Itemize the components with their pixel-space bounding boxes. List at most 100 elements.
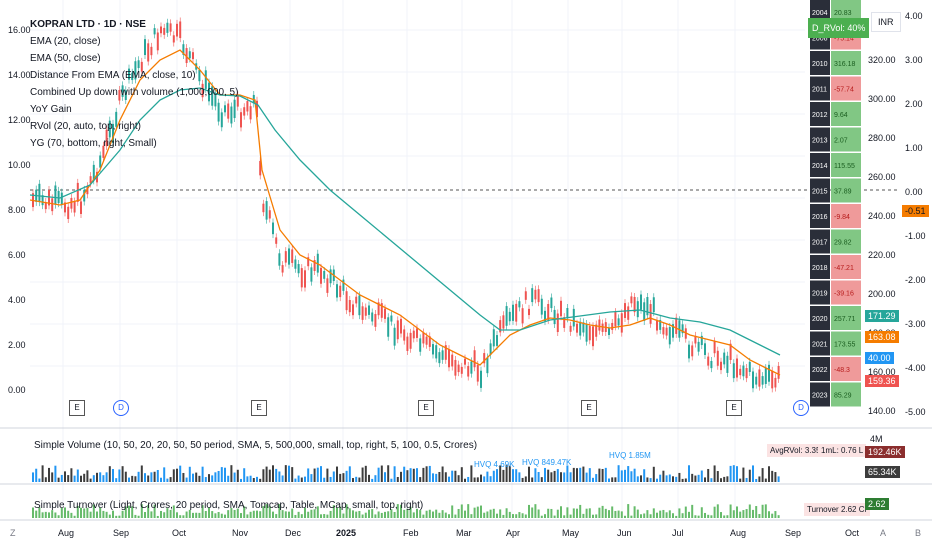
dividend-marker[interactable]: D bbox=[113, 400, 129, 416]
zoom-control[interactable]: Z bbox=[10, 528, 16, 538]
volume-bar bbox=[476, 477, 479, 482]
candle-body bbox=[451, 354, 454, 367]
earnings-marker[interactable]: E bbox=[581, 400, 597, 416]
turnover-bar bbox=[265, 504, 268, 518]
volume-bar bbox=[342, 473, 345, 482]
volume-bar bbox=[272, 465, 274, 482]
volume-bar bbox=[400, 471, 402, 482]
candle-body bbox=[377, 302, 380, 316]
auto-scale-button[interactable]: A bbox=[880, 528, 887, 538]
volume-bar bbox=[656, 478, 658, 482]
volume-bar bbox=[99, 472, 102, 482]
candle-body bbox=[38, 183, 41, 203]
volume-bar bbox=[755, 478, 758, 482]
yoy-value-cell bbox=[831, 178, 861, 203]
volume-bar bbox=[121, 466, 124, 482]
turnover-bar bbox=[80, 507, 82, 518]
turnover-bar bbox=[646, 510, 649, 518]
turnover-bar bbox=[358, 510, 361, 518]
turnover-bar bbox=[99, 507, 102, 518]
turnover-bar bbox=[342, 513, 345, 518]
turnover-bar bbox=[182, 515, 185, 518]
candle-body bbox=[297, 264, 300, 274]
turnover-bar bbox=[691, 504, 694, 518]
volume-bar bbox=[60, 474, 63, 482]
legend-ema-50[interactable]: EMA (50, close) bbox=[30, 53, 101, 64]
turnover-bar bbox=[755, 506, 758, 518]
volume-bar bbox=[281, 475, 284, 482]
legend-yg[interactable]: YG (70, bottom, right, Small) bbox=[30, 138, 157, 149]
volume-bar bbox=[614, 477, 617, 482]
volume-bar bbox=[572, 467, 575, 482]
candle-body bbox=[246, 101, 249, 112]
volume-bar bbox=[582, 466, 585, 482]
candle-body bbox=[713, 341, 716, 354]
turnover-bar bbox=[323, 514, 326, 518]
candle-body bbox=[524, 291, 527, 300]
candle-body bbox=[41, 195, 44, 206]
turnover-bar bbox=[92, 504, 95, 518]
legend-yoy-gain[interactable]: YoY Gain bbox=[30, 104, 72, 115]
turnover-bar bbox=[492, 508, 495, 518]
volume-bar bbox=[38, 478, 41, 482]
volume-bar bbox=[137, 471, 140, 482]
candle-body bbox=[771, 370, 774, 389]
turnover-bar bbox=[390, 509, 393, 518]
oscillator-axis[interactable]: 4.00 3.00 2.00 1.00 0.00 -1.00 -2.00 -3.00 -4.00… bbox=[905, 11, 926, 417]
turnover-bar bbox=[627, 504, 630, 518]
volume-tag-2: 65.34K bbox=[865, 466, 900, 478]
hvq-label-2: HVQ 849.47K bbox=[522, 458, 572, 467]
legend-combined-updown[interactable]: Combined Up down with volume (1,000,000,… bbox=[30, 87, 239, 98]
yoy-value: 85.29 bbox=[834, 393, 852, 400]
candle-body bbox=[358, 295, 361, 316]
candle-body bbox=[435, 345, 438, 359]
turnover-bar bbox=[310, 509, 313, 518]
candle-body bbox=[608, 327, 610, 336]
volume-bar bbox=[748, 469, 751, 482]
volume-bar bbox=[592, 477, 594, 482]
turnover-bar bbox=[281, 510, 284, 518]
candle-body bbox=[761, 376, 764, 385]
legend-rvol[interactable]: RVol (20, auto, top, right) bbox=[30, 121, 141, 132]
yoy-value-cell bbox=[831, 127, 861, 152]
volume-pane-label[interactable]: Simple Volume (10, 50, 20, 20, 50, 50 pe… bbox=[34, 440, 478, 451]
log-scale-button[interactable]: B bbox=[915, 528, 922, 538]
turnover-bar bbox=[723, 515, 726, 518]
candle-body bbox=[281, 265, 284, 273]
turnover-bar bbox=[384, 511, 386, 518]
volume-bar bbox=[729, 465, 732, 482]
turnover-pane-label[interactable]: Simple Turnover (Light, Crores, 20 perio… bbox=[34, 500, 424, 511]
turnover-bar bbox=[332, 505, 335, 518]
symbol-title[interactable]: KOPRAN LTD · 1D · NSE bbox=[30, 19, 146, 30]
yoy-year-cell bbox=[810, 51, 830, 75]
candle-body bbox=[774, 377, 777, 388]
legend-distance-ema[interactable]: Distance From EMA (EMA, close, 10) bbox=[30, 70, 196, 81]
earnings-marker[interactable]: E bbox=[726, 400, 742, 416]
oscillator-axis-tick: 3.00 bbox=[905, 55, 923, 65]
candle-body bbox=[444, 345, 447, 360]
candle-body bbox=[742, 365, 745, 377]
yoy-value-cell bbox=[831, 255, 861, 279]
volume-bar bbox=[441, 466, 444, 482]
candle-body bbox=[464, 358, 466, 365]
earnings-marker[interactable]: E bbox=[69, 400, 85, 416]
volume-bar bbox=[681, 478, 684, 482]
turnover-bar bbox=[675, 515, 678, 518]
volume-bar bbox=[76, 469, 79, 482]
dividend-marker[interactable]: D bbox=[793, 400, 809, 416]
turnover-bar bbox=[204, 511, 207, 518]
time-axis-tick: Sep bbox=[785, 528, 801, 538]
volume-bar bbox=[406, 470, 409, 482]
earnings-marker[interactable]: E bbox=[418, 400, 434, 416]
turnover-bar bbox=[262, 506, 265, 518]
time-axis[interactable]: Aug Sep Oct Nov Dec 2025 Feb Mar Apr May Jun Jul Aug… bbox=[58, 528, 860, 538]
left-axis-tick: 10.00 bbox=[8, 160, 31, 170]
candle-body bbox=[227, 103, 230, 119]
currency-label[interactable]: INR bbox=[871, 12, 901, 32]
earnings-marker[interactable]: E bbox=[251, 400, 267, 416]
time-axis-tick: Dec bbox=[285, 528, 302, 538]
legend-ema-20[interactable]: EMA (20, close) bbox=[30, 36, 101, 47]
turnover-bar bbox=[774, 511, 777, 518]
candle-body bbox=[99, 155, 102, 168]
